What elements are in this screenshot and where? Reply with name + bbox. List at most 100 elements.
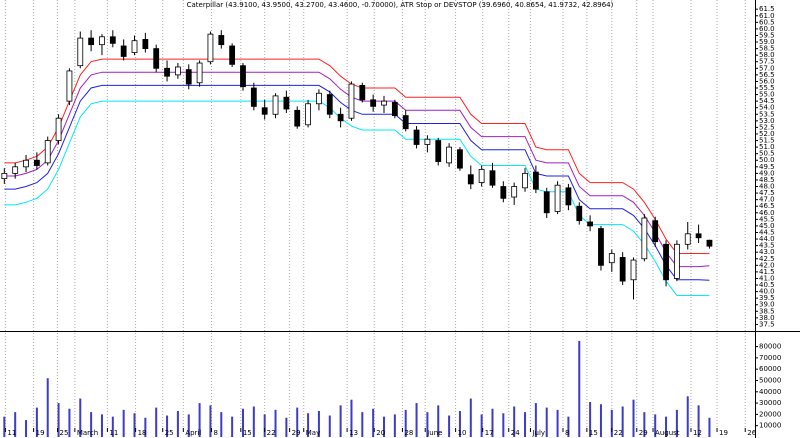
candle-body bbox=[142, 39, 149, 49]
volume-bar bbox=[665, 416, 668, 437]
y-tick-label: 50.5 bbox=[759, 150, 775, 158]
y-tick-label: 53.5 bbox=[759, 110, 775, 118]
candle-body bbox=[684, 233, 691, 245]
volume-bar bbox=[524, 412, 527, 437]
x-tick-label: 20 bbox=[376, 429, 385, 437]
y-tick-label: 39.5 bbox=[759, 294, 775, 302]
candle-body bbox=[663, 243, 669, 281]
volume-bar bbox=[68, 408, 71, 437]
x-tick-label: 15 bbox=[589, 429, 598, 437]
volume-bar bbox=[610, 409, 613, 437]
candle-body bbox=[706, 239, 713, 247]
volume-bar bbox=[534, 403, 537, 437]
y-tick-label: 20000 bbox=[759, 410, 781, 418]
volume-bar bbox=[350, 399, 353, 437]
volume-bar bbox=[654, 414, 657, 437]
y-tick-label: 57.5 bbox=[759, 58, 775, 66]
volume-bar bbox=[513, 406, 516, 437]
candle-body bbox=[55, 117, 62, 141]
x-tick-label: 24 bbox=[511, 429, 520, 437]
x-tick-label: 28 bbox=[404, 429, 413, 437]
volume-bar bbox=[567, 416, 570, 437]
volume-bar bbox=[198, 403, 201, 437]
volume-bar bbox=[545, 407, 548, 437]
y-tick-label: 58.0 bbox=[759, 51, 775, 59]
stop-line bbox=[4, 84, 710, 281]
candle-body bbox=[99, 36, 105, 46]
y-tick-label: 40.0 bbox=[759, 288, 775, 296]
candle-body bbox=[467, 174, 474, 185]
candle-body bbox=[413, 129, 420, 145]
volume-bar bbox=[111, 416, 114, 437]
volume-bar bbox=[285, 417, 288, 437]
volume-bar bbox=[187, 414, 190, 437]
volume-bar bbox=[317, 411, 320, 437]
volume-bar bbox=[79, 398, 82, 437]
y-tick-label: 58.5 bbox=[759, 45, 775, 53]
x-tick-label: 26 bbox=[747, 429, 756, 437]
y-tick-label: 52.5 bbox=[759, 123, 775, 131]
y-tick-label: 50000 bbox=[759, 376, 781, 384]
candle-body bbox=[402, 115, 409, 130]
candle-body bbox=[66, 70, 73, 102]
candle-body bbox=[370, 99, 377, 107]
x-tick-label: 29 bbox=[292, 429, 301, 437]
volume-bar bbox=[361, 412, 364, 437]
volume-bar bbox=[35, 407, 38, 437]
volume-bar bbox=[599, 404, 602, 437]
volume-bar bbox=[25, 420, 28, 437]
candle-body bbox=[109, 36, 116, 44]
candle-body bbox=[424, 138, 431, 145]
y-tick-label: 59.0 bbox=[759, 38, 775, 46]
candle-body bbox=[381, 100, 387, 106]
x-tick-label: 8 bbox=[214, 429, 218, 437]
candle-body bbox=[619, 257, 626, 282]
x-tick-label: August bbox=[655, 429, 680, 437]
volume-bar bbox=[502, 413, 505, 437]
candle-body bbox=[652, 220, 659, 243]
x-tick-label: 12 bbox=[693, 429, 702, 437]
y-tick-label: 49.5 bbox=[759, 163, 775, 171]
y-tick-label: 37.5 bbox=[759, 320, 775, 328]
y-tick-label: 45.5 bbox=[759, 215, 775, 223]
y-tick-label: 52.0 bbox=[759, 130, 775, 138]
volume-bar bbox=[252, 406, 255, 437]
y-tick-label: 61.0 bbox=[759, 12, 775, 20]
volume-bar bbox=[458, 411, 461, 437]
candle-body bbox=[511, 186, 518, 198]
y-tick-label: 40000 bbox=[759, 388, 781, 396]
candle-body bbox=[77, 37, 84, 67]
volume-bar bbox=[578, 340, 581, 437]
volume-bar bbox=[209, 405, 212, 437]
y-tick-label: 46.5 bbox=[759, 202, 775, 210]
volume-bar bbox=[404, 409, 407, 437]
y-tick-label: 51.0 bbox=[759, 143, 775, 151]
x-tick-label: July bbox=[531, 429, 545, 437]
y-tick-label: 59.5 bbox=[759, 31, 775, 39]
y-tick-label: 47.0 bbox=[759, 196, 775, 204]
marks-layer bbox=[1, 30, 713, 437]
candle-body bbox=[185, 69, 192, 85]
candle-body bbox=[695, 233, 702, 239]
candle-body bbox=[576, 205, 583, 222]
x-tick-label: 13 bbox=[349, 429, 358, 437]
y-tick-label: 38.5 bbox=[759, 307, 775, 315]
candle-body bbox=[88, 37, 95, 46]
volume-bar bbox=[675, 409, 678, 437]
candle-body bbox=[326, 94, 333, 115]
y-tick-label: 45.0 bbox=[759, 222, 775, 230]
candle-body bbox=[131, 40, 138, 53]
y-tick-label: 61.5 bbox=[759, 5, 775, 13]
candle-body bbox=[153, 48, 160, 69]
candle-body bbox=[457, 149, 463, 169]
volume-bar bbox=[296, 407, 299, 437]
candle-body bbox=[207, 33, 214, 63]
y-tick-label: 50.0 bbox=[759, 156, 775, 164]
candle-body bbox=[598, 228, 604, 266]
volume-bar bbox=[589, 401, 592, 437]
volume-bar bbox=[697, 405, 700, 437]
volume-bar bbox=[166, 415, 169, 437]
x-tick-label: May bbox=[306, 429, 320, 437]
candle-body bbox=[500, 186, 507, 199]
